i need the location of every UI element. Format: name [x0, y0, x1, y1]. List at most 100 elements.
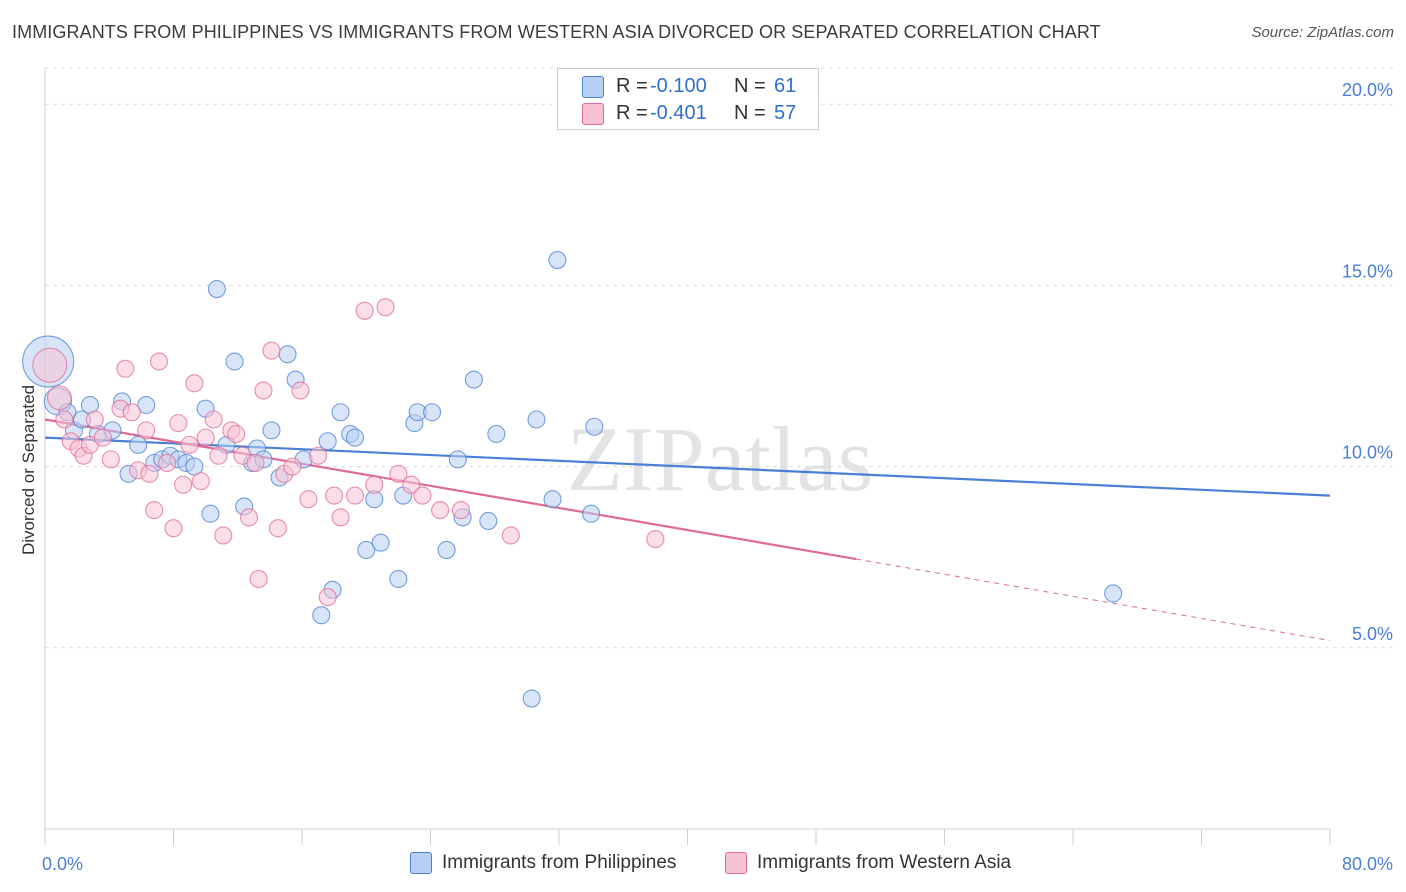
western-asia-trend-extension: [856, 558, 1331, 642]
y-tick-label: 15.0%: [1342, 261, 1393, 281]
x-tick-label-min: 0.0%: [42, 854, 83, 874]
n-value: 57: [774, 102, 797, 124]
philippines-point: [225, 352, 244, 371]
philippines-point: [543, 490, 562, 509]
x-tick-label-max: 80.0%: [1342, 854, 1393, 874]
western-asia-point: [402, 475, 421, 494]
philippines-point: [1104, 584, 1123, 603]
philippines-legend-swatch: [410, 852, 432, 874]
western-asia-point: [268, 519, 287, 538]
western-asia-point: [355, 301, 374, 320]
western-asia-point: [122, 403, 141, 422]
western-asia-point: [325, 486, 344, 505]
r-value: -0.401: [650, 102, 707, 124]
western-asia-point: [101, 450, 120, 469]
philippines-point: [201, 504, 220, 523]
western-asia-point: [227, 424, 246, 444]
legend-label-western-asia: Immigrants from Western Asia: [757, 852, 1012, 873]
y-tick-label: 20.0%: [1342, 80, 1393, 100]
r-value: -0.100: [650, 75, 707, 97]
philippines-point: [437, 540, 456, 560]
philippines-point: [585, 417, 604, 436]
y-tick-labels: 5.0% 10.0% 15.0% 20.0%: [1342, 80, 1393, 644]
r-label: R =: [616, 75, 648, 97]
philippines-point: [487, 424, 506, 444]
western-asia-legend-swatch: [725, 852, 747, 874]
western-asia-point: [209, 446, 228, 465]
philippines-point: [527, 410, 546, 429]
western-asia-point: [254, 381, 273, 400]
western-asia-point: [365, 475, 384, 494]
western-asia-point: [196, 428, 215, 447]
philippines-swatch: [582, 75, 604, 98]
western-asia-point: [140, 464, 159, 483]
western-asia-point: [158, 453, 177, 473]
western-asia-point: [331, 508, 350, 527]
western-asia-point: [283, 457, 302, 476]
y-tick-label: 5.0%: [1352, 624, 1393, 644]
western-asia-point: [174, 475, 193, 494]
n-value: 61: [774, 75, 797, 97]
philippines-point: [423, 403, 442, 422]
philippines-point: [371, 533, 390, 552]
western-asia-point: [291, 381, 310, 400]
philippines-point: [522, 689, 541, 708]
western-asia-point: [376, 298, 395, 317]
western-asia-point: [32, 347, 68, 383]
western-asia-point: [55, 410, 74, 429]
chart-title: IMMIGRANTS FROM PHILIPPINES VS IMMIGRANT…: [12, 22, 1101, 42]
philippines-point: [448, 450, 467, 469]
n-label: N =: [734, 102, 766, 124]
philippines-point: [262, 421, 281, 440]
philippines-point: [464, 370, 483, 389]
philippines-point: [345, 428, 365, 447]
western-asia-point: [299, 490, 318, 509]
watermark: ZIPatlas: [567, 408, 874, 510]
y-tick-label: 10.0%: [1342, 443, 1393, 463]
western-asia-point: [246, 453, 265, 473]
legend-item-western-asia[interactable]: Immigrants from Western Asia: [725, 852, 1011, 874]
western-asia-point: [646, 530, 665, 549]
western-asia-point: [239, 508, 259, 527]
philippines-point: [318, 432, 337, 451]
western-asia-point: [413, 486, 432, 505]
philippines-point: [312, 606, 331, 625]
legend-item-philippines[interactable]: Immigrants from Philippines: [410, 852, 676, 874]
western-asia-point: [93, 428, 112, 447]
western-asia-trend-line: [44, 418, 857, 561]
western-asia-point: [318, 588, 337, 607]
series-legend: Immigrants from Philippines Immigrants f…: [0, 850, 1406, 880]
r-label: R =: [616, 102, 648, 124]
legend-label-philippines: Immigrants from Philippines: [442, 852, 677, 873]
stats-row-western-asia: R = -0.401 N = 57: [582, 102, 796, 125]
philippines-point: [582, 504, 601, 523]
philippines-point: [389, 569, 408, 589]
western-asia-point: [431, 501, 450, 520]
western-asia-point: [145, 501, 164, 520]
stats-legend: R = -0.100 N = 61 R = -0.401 N = 57: [557, 68, 819, 130]
western-asia-point: [164, 519, 183, 538]
philippines-point: [357, 540, 376, 560]
stats-row-philippines: R = -0.100 N = 61: [582, 75, 796, 98]
western-asia-point: [262, 341, 281, 360]
western-asia-point: [309, 446, 328, 465]
gridlines: [45, 67, 1395, 649]
philippines-point: [137, 395, 156, 415]
philippines-point: [129, 435, 148, 454]
western-asia-point: [214, 526, 233, 545]
y-axis-title: Divorced or Separated: [19, 385, 38, 555]
western-asia-point: [116, 359, 135, 378]
western-asia-point: [169, 414, 188, 433]
philippines-point: [548, 251, 567, 270]
philippines-point: [331, 403, 350, 422]
western-asia-point: [204, 410, 223, 429]
western-asia-point: [85, 410, 104, 429]
western-asia-point: [47, 385, 72, 411]
western-asia-point: [451, 501, 471, 520]
western-asia-point: [389, 464, 408, 483]
philippines-point: [479, 511, 498, 531]
source-label: Source: ZipAtlas.com: [1251, 24, 1394, 41]
western-asia-point: [191, 472, 210, 491]
philippines-point: [207, 280, 226, 299]
